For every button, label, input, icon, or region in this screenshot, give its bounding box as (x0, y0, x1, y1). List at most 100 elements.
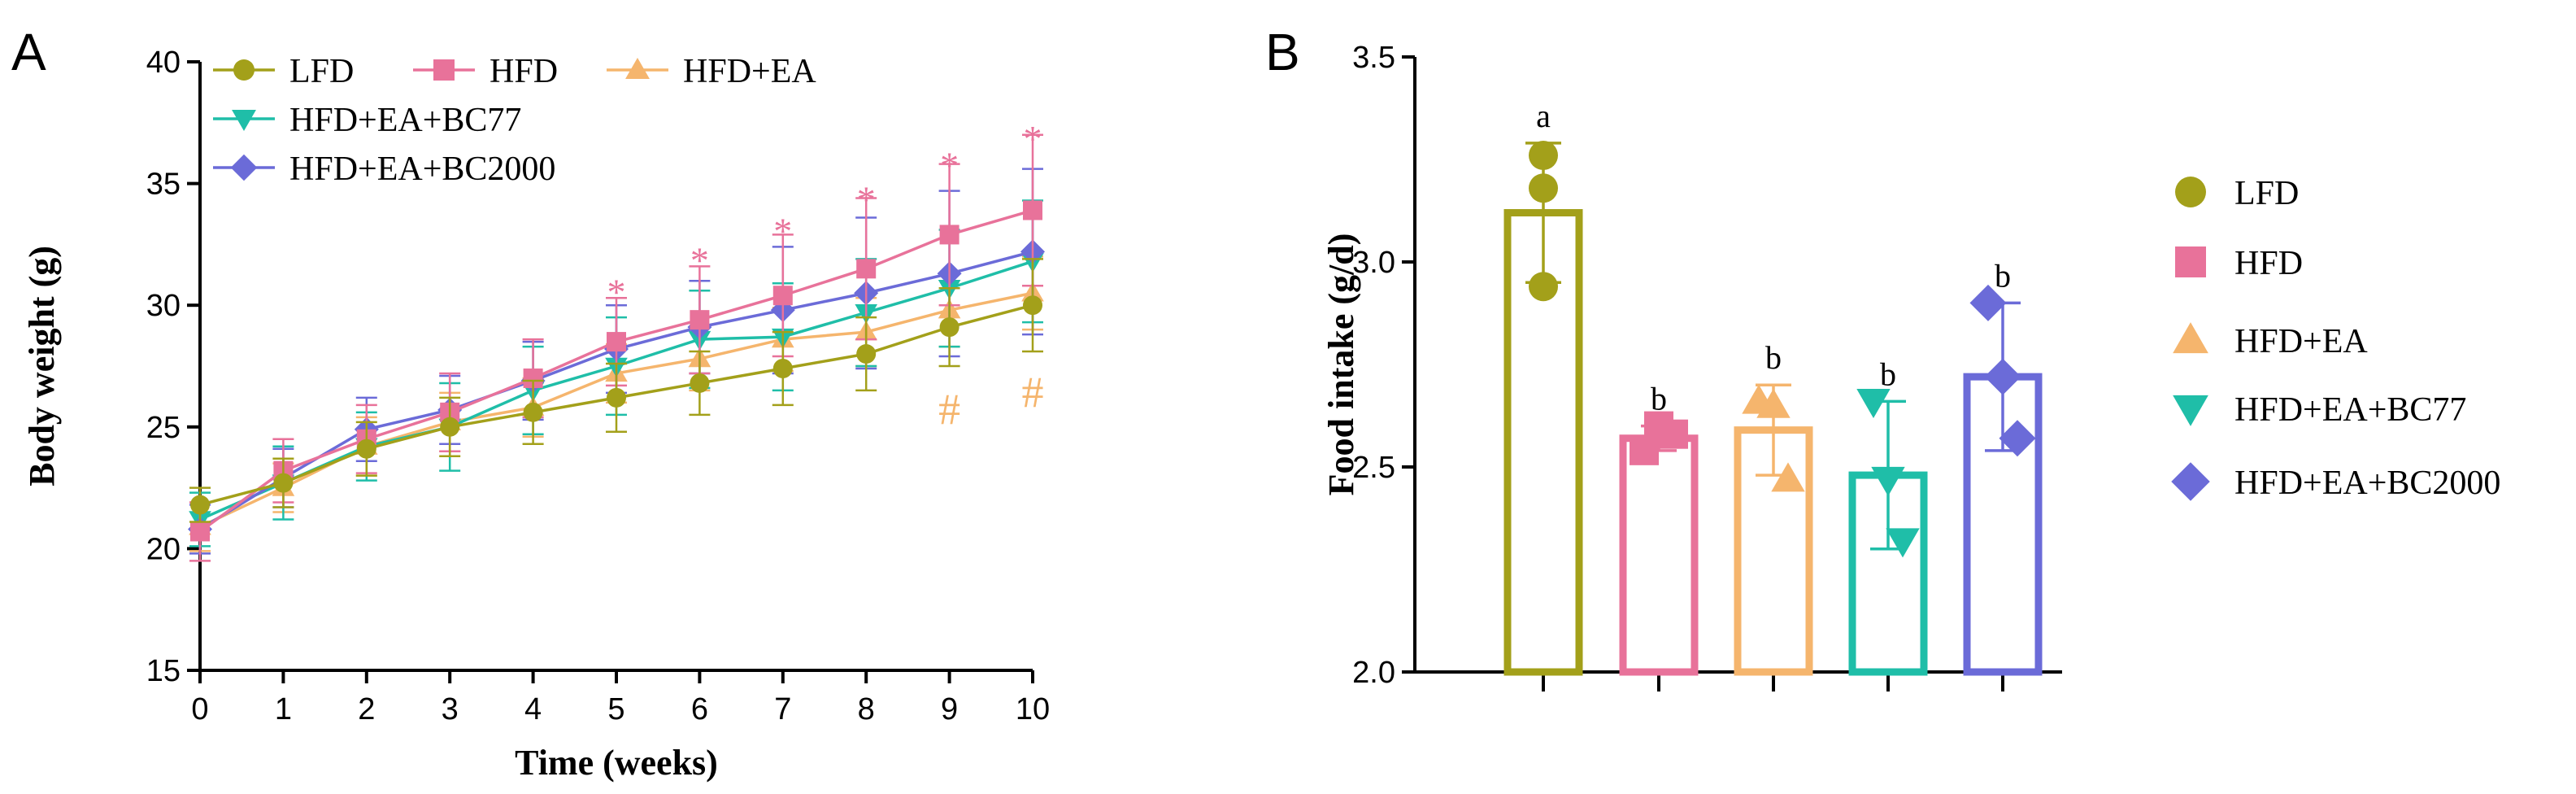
legend-label: HFD+EA+BC77 (289, 102, 521, 139)
data-point (190, 521, 210, 542)
x-tick-label: 2 (358, 692, 375, 726)
legend-label: HFD+EA+BC2000 (289, 151, 555, 188)
individual-point (1630, 435, 1659, 465)
series-lfd (189, 258, 1043, 523)
bar-group-hfd: b (1619, 381, 1699, 676)
individual-point (1529, 272, 1558, 302)
individual-point (1886, 528, 1920, 558)
significance-marker: * (773, 210, 792, 251)
individual-point (1529, 173, 1558, 203)
data-point (1023, 200, 1042, 220)
legend-label: HFD+EA+BC77 (2234, 391, 2466, 429)
x-tick-label: 5 (607, 692, 624, 726)
x-tick-label: 8 (858, 692, 875, 726)
data-point (856, 259, 877, 279)
y-tick-label: 40 (146, 46, 181, 80)
significance-letter: b (1880, 356, 1896, 392)
series-hfd (189, 133, 1043, 562)
x-tick-label: 7 (774, 692, 791, 726)
x-tick-label: 1 (275, 692, 292, 726)
y-tick-label: 2.0 (1352, 656, 1395, 690)
legend-item-hfd-ea-bc77: HFD+EA+BC77 (2173, 391, 2466, 429)
y-axis-title: Body weight (g) (22, 246, 62, 486)
y-tick-label: 15 (146, 654, 181, 688)
legend-item-hfd-ea-bc77: HFD+EA+BC77 (213, 102, 521, 139)
significance-marker: * (1024, 118, 1042, 159)
legend-marker (233, 59, 255, 81)
bar-group-lfd: a (1503, 98, 1583, 676)
y-tick-label: 20 (146, 532, 181, 566)
panel-b-letter: B (1265, 23, 1300, 81)
x-axis-title: Time (weeks) (515, 743, 718, 783)
x-tick-label: 4 (524, 692, 542, 726)
y-axis-title: Food intake (g/d) (1321, 233, 1361, 496)
significance-marker: * (857, 179, 876, 220)
legend-label: LFD (289, 53, 354, 90)
legend-item-hfd-ea: HFD+EA (2173, 322, 2368, 360)
legend-marker (232, 109, 256, 131)
significance-marker: * (690, 239, 709, 281)
legend-marker (2175, 246, 2206, 277)
legend-marker (433, 59, 455, 81)
significance-letter: a (1536, 98, 1551, 134)
data-point (273, 473, 294, 493)
data-point (772, 286, 793, 306)
data-point (523, 402, 543, 422)
data-point (939, 225, 959, 245)
legend-marker (230, 154, 258, 181)
bar-group-hfd-ea: b (1734, 339, 1813, 676)
legend-label: HFD (490, 53, 558, 90)
y-tick-label: 3.0 (1352, 246, 1395, 280)
legend-label: LFD (2234, 175, 2299, 212)
body-weight-line-chart: 15 20 25 30 35 40 0 1 2 3 4 5 6 7 8 9 10 Time (weeks) Body… (22, 46, 1050, 783)
y-tick-label: 25 (146, 411, 181, 445)
food-intake-bar-chart: 2.0 2.5 3.0 3.5 Food intake (g/d) a b b b b LFD HFD… (1321, 41, 2500, 691)
y-tick-label: 35 (146, 168, 181, 202)
legend-item-hfd-ea: HFD+EA (607, 53, 816, 90)
legend: LFD HFD HFD+EA HFD+EA+BC77 HFD+EA+BC2000 (2171, 175, 2500, 502)
data-point (772, 358, 793, 378)
individual-point (1659, 419, 1688, 449)
legend-marker (2173, 395, 2208, 426)
legend-label: HFD+EA+BC2000 (2234, 465, 2500, 502)
significance-marker: * (607, 271, 626, 312)
bar-group-hfd-ea-bc77: b (1848, 356, 1928, 676)
legend-label: HFD (2234, 245, 2303, 282)
bar (1619, 434, 1699, 676)
y-tick-label: 3.5 (1352, 41, 1395, 75)
legend-item-lfd: LFD (213, 53, 354, 90)
significance-marker: # (1022, 368, 1044, 417)
significance-letter: b (1651, 381, 1667, 417)
individual-point (1871, 466, 1905, 496)
individual-point (1999, 420, 2036, 457)
data-point (607, 387, 626, 408)
x-tick-label: 3 (442, 692, 459, 726)
individual-point (1771, 462, 1805, 492)
panel-a-letter: A (11, 23, 46, 81)
individual-point (1856, 389, 1891, 419)
x-tick-label: 9 (941, 692, 958, 726)
legend-item-hfd-ea-bc2000: HFD+EA+BC2000 (2171, 462, 2500, 502)
legend-marker (2173, 322, 2208, 354)
data-point (1023, 295, 1042, 316)
individual-point (1984, 358, 2021, 395)
data-point (690, 373, 710, 393)
legend-marker (625, 58, 650, 80)
data-point (690, 310, 710, 330)
data-point (856, 344, 877, 364)
legend-item-lfd: LFD (2175, 175, 2299, 212)
significance-marker: * (940, 145, 959, 186)
legend-marker (2171, 462, 2210, 501)
x-tick-label: 6 (691, 692, 708, 726)
legend-label: HFD+EA (683, 53, 816, 90)
data-point (356, 438, 376, 459)
data-point (190, 495, 210, 515)
significance-letter: b (1995, 257, 2011, 294)
x-tick-label: 0 (191, 692, 208, 726)
data-point (440, 417, 460, 437)
individual-point (1969, 284, 2007, 321)
data-point (607, 332, 626, 352)
y-tick-label: 2.5 (1352, 451, 1395, 485)
legend-item-hfd-ea-bc2000: HFD+EA+BC2000 (213, 151, 555, 188)
bar-group-hfd-ea-bc2000: b (1963, 257, 2043, 676)
